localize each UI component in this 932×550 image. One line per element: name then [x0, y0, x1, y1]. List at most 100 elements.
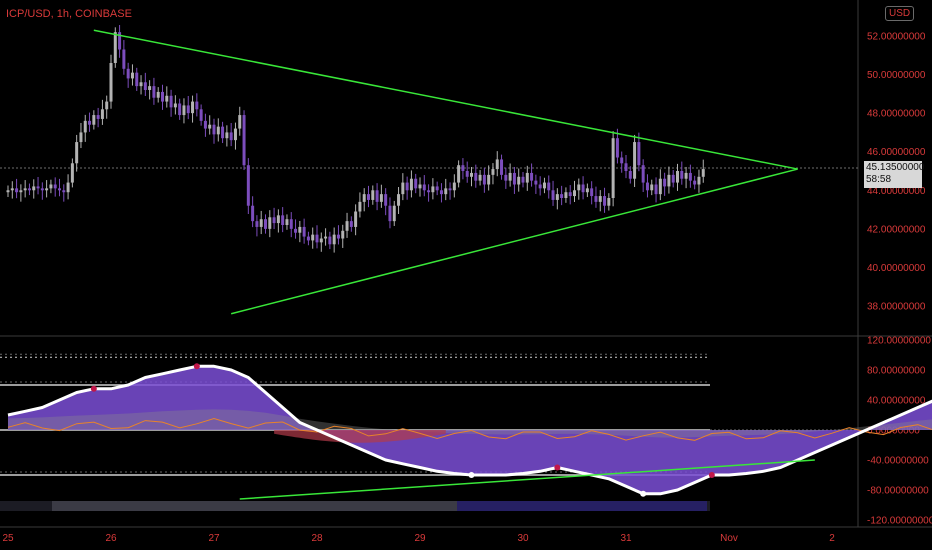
candle-body: [113, 32, 117, 63]
candle-body: [289, 219, 293, 229]
oscillator-bear-fill: [274, 430, 446, 443]
candle-body: [684, 172, 688, 179]
oscillator-tick-label: -80.00000000: [867, 486, 929, 497]
oscillator-pivot-dot: [468, 472, 475, 478]
candle-body: [624, 163, 628, 171]
candle-body: [212, 124, 216, 135]
candle-body: [409, 178, 413, 191]
candle-body: [139, 82, 143, 87]
candle-body: [27, 188, 31, 191]
candle-body: [457, 165, 461, 183]
candle-body: [268, 217, 272, 229]
candle-body: [233, 128, 237, 141]
time-tick-label: 26: [105, 533, 117, 544]
price-tick-label: 50.00000000: [867, 70, 926, 81]
time-tick-label: 31: [620, 533, 632, 544]
candle-body: [452, 182, 456, 191]
candle-body: [75, 142, 79, 164]
candle-body: [126, 68, 130, 79]
candle-body: [491, 169, 495, 175]
time-tick-label: 30: [517, 533, 529, 544]
candle-body: [345, 221, 349, 231]
candle-body: [358, 201, 362, 212]
candle-body: [676, 171, 679, 183]
candle-body: [49, 184, 53, 189]
candle-body: [573, 190, 576, 197]
candle-body: [246, 165, 250, 206]
oscillator-pivot-dot: [640, 490, 647, 497]
candle-body: [336, 234, 340, 239]
candle-body: [96, 115, 100, 119]
candle-body: [182, 105, 186, 116]
candle-body: [285, 219, 289, 225]
candle-body: [45, 188, 49, 191]
candle-body: [315, 234, 319, 243]
oscillator-axis: 120.00000000 80.00000000 40.00000000 0.0000…: [867, 336, 932, 527]
candle-body: [603, 196, 607, 206]
candle-body: [401, 182, 405, 195]
candle-body: [568, 192, 572, 197]
candle-body: [332, 234, 336, 245]
candle-body: [620, 157, 624, 164]
oscillator-tick-label: 40.00000000: [867, 396, 926, 407]
candle-body: [264, 219, 267, 229]
candle-body: [251, 205, 255, 222]
candle-body: [693, 180, 697, 185]
candle-body: [349, 221, 353, 227]
candle-body: [143, 82, 147, 90]
candle-body: [302, 226, 306, 237]
candle-body: [40, 188, 44, 191]
candle-body: [470, 172, 473, 177]
candle-body: [701, 169, 705, 177]
candle-body: [324, 236, 328, 239]
candle-body: [512, 172, 516, 185]
candle-body: [178, 103, 182, 116]
candle-body: [388, 205, 392, 222]
candle-body: [229, 132, 233, 141]
candle-body: [23, 188, 27, 191]
price-tick-label: 46.00000000: [867, 147, 926, 158]
oscillator-pivot-dot: [90, 385, 97, 392]
candle-body: [478, 174, 482, 181]
candle-body: [118, 32, 122, 50]
candle-body: [680, 171, 684, 179]
candle-body: [83, 120, 87, 133]
currency-button[interactable]: USD: [885, 6, 915, 21]
oscillator-tick-label: -40.00000000: [867, 456, 929, 467]
candle-body: [487, 174, 491, 185]
candle-body: [216, 126, 220, 135]
candle-body: [581, 184, 585, 193]
candle-body: [379, 194, 383, 202]
candle-body: [341, 230, 345, 239]
last-price-tag: 45.13500000 58:58: [864, 161, 924, 188]
candle-body: [169, 95, 173, 108]
price-tick-label: 44.00000000: [867, 186, 926, 197]
time-tick-label: Nov: [720, 533, 738, 544]
candle-body: [362, 194, 366, 202]
candle-body: [130, 72, 134, 79]
candle-body: [109, 63, 113, 102]
candle-body: [15, 188, 19, 193]
candle-body: [92, 115, 96, 125]
oscillator-series: [7, 363, 932, 497]
candle-body: [375, 190, 379, 202]
candle-body: [62, 190, 66, 193]
candle-body: [354, 211, 358, 227]
candle-body: [276, 215, 280, 224]
candle-body: [474, 172, 478, 181]
candle-body: [79, 132, 83, 143]
candle-body: [551, 190, 555, 200]
candle-body: [448, 188, 452, 191]
candle-body: [431, 186, 435, 193]
candle-body: [495, 159, 499, 170]
time-tick-label: 2: [829, 533, 835, 544]
candle-body: [165, 95, 169, 102]
candle-body: [611, 138, 615, 198]
candle-body: [633, 142, 637, 179]
candle-body: [298, 226, 302, 233]
candle-body: [414, 178, 418, 189]
candle-body: [598, 196, 602, 202]
candle-body: [658, 178, 662, 195]
candle-body: [521, 176, 525, 183]
